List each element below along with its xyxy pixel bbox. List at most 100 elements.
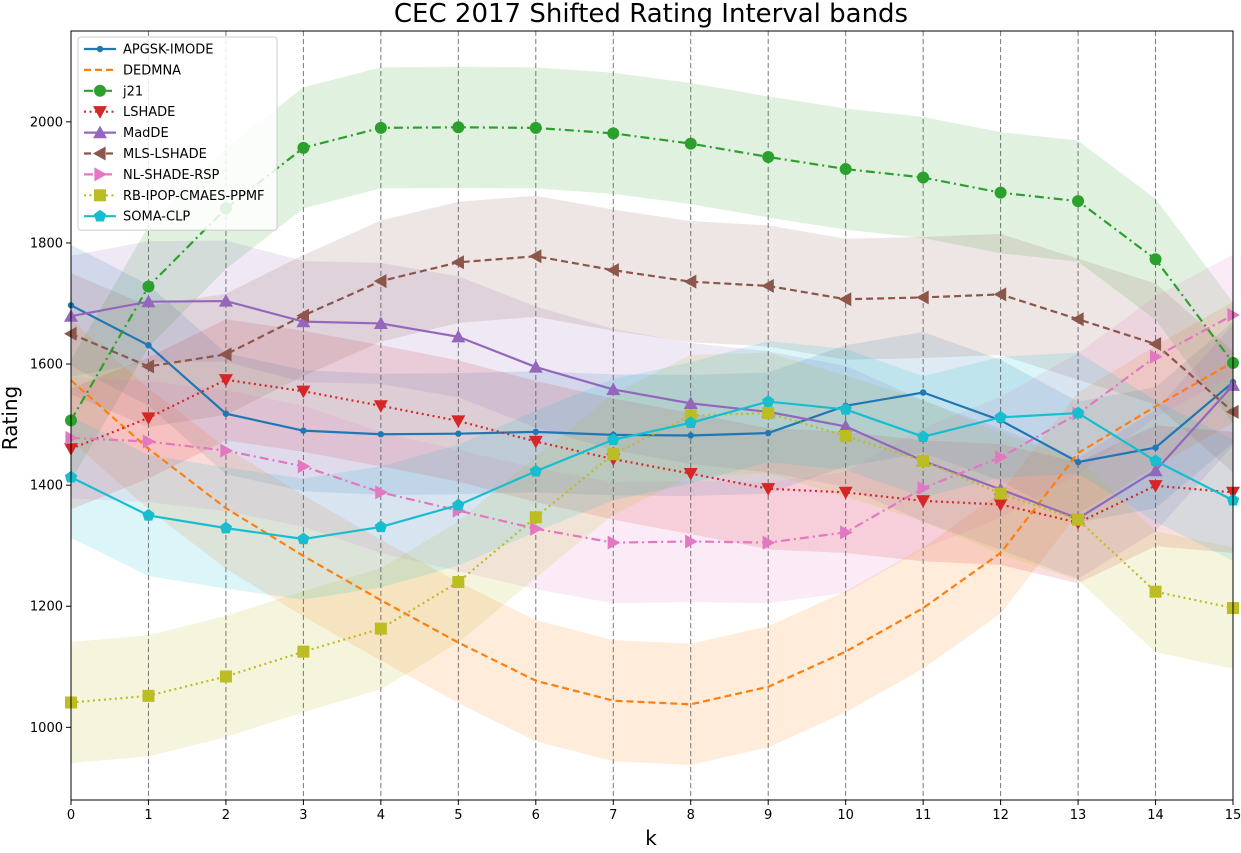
- point-nl-shade-rsp-7: [607, 535, 621, 550]
- y-tick-label-1800: 1800: [30, 236, 63, 251]
- x-tick-label-4: 4: [377, 808, 385, 823]
- point-madde-2: [218, 294, 233, 307]
- point-nl-shade-rsp-6: [530, 521, 543, 536]
- legend: APGSK-IMODE DEDMNA j21 LSHADE MadDE MLS-LSHAD…: [77, 36, 278, 231]
- legend-marker-rb-ipop-cmaes-ppmf: [94, 189, 106, 202]
- point-madde-4: [373, 316, 388, 330]
- point-madde-3: [296, 314, 311, 328]
- band-nl-shade-rsp: [71, 254, 1233, 604]
- legend-entry-rb-ipop-cmaes-ppmf: RB-IPOP-CMAES-PPMF: [84, 189, 265, 204]
- point-lshade-10: [838, 486, 853, 500]
- point-lshade-9: [761, 483, 776, 496]
- point-madde-10: [838, 419, 853, 432]
- interval-bands-layer: [71, 66, 1233, 765]
- point-rb-ipop-cmaes-ppmf-13: [1072, 513, 1085, 526]
- band-dedmna: [71, 301, 1233, 765]
- point-madde-6: [528, 360, 543, 373]
- point-rb-ipop-cmaes-ppmf-1: [142, 689, 155, 702]
- point-apgsk-imode-2: [222, 410, 230, 417]
- series-lines-layer: [71, 126, 1233, 706]
- legend-label-j21: j21: [122, 84, 143, 99]
- point-madde-5: [451, 329, 466, 343]
- line-lshade: [71, 378, 1233, 524]
- point-soma-clp-10: [839, 402, 852, 415]
- point-nl-shade-rsp-1: [142, 434, 156, 449]
- point-lshade-8: [683, 468, 698, 481]
- series-markers-layer: [64, 121, 1240, 709]
- band-apgsk-imode: [71, 244, 1233, 523]
- point-soma-clp-1: [142, 508, 155, 521]
- legend-label-dedmna: DEDMNA: [123, 63, 181, 78]
- point-j21-7: [607, 127, 620, 140]
- point-nl-shade-rsp-9: [762, 535, 776, 550]
- x-tick-label-1: 1: [144, 808, 152, 823]
- point-soma-clp-6: [529, 464, 542, 477]
- point-mls-lshade-13: [1071, 312, 1084, 327]
- point-rb-ipop-cmaes-ppmf-2: [219, 670, 232, 683]
- point-soma-clp-7: [607, 433, 620, 445]
- point-apgsk-imode-13: [1074, 458, 1082, 466]
- point-mls-lshade-2: [218, 347, 232, 362]
- point-apgsk-imode-3: [300, 427, 307, 434]
- legend-marker-mls-lshade: [93, 146, 106, 161]
- x-tick-label-14: 14: [1147, 808, 1164, 823]
- point-lshade-12: [993, 498, 1008, 512]
- y-tick-label-1200: 1200: [30, 600, 63, 615]
- legend-entry-dedmna: DEDMNA: [84, 63, 181, 78]
- point-mls-lshade-3: [296, 308, 309, 323]
- legend-marker-nl-shade-rsp: [94, 167, 107, 182]
- point-soma-clp-12: [994, 410, 1007, 423]
- x-tick-label-12: 12: [992, 808, 1009, 823]
- point-lshade-3: [296, 385, 311, 399]
- point-mls-lshade-4: [373, 274, 387, 289]
- point-j21-10: [839, 163, 852, 176]
- x-tick-label-15: 15: [1225, 808, 1241, 823]
- band-rb-ipop-cmaes-ppmf: [71, 352, 1233, 764]
- point-rb-ipop-cmaes-ppmf-4: [374, 622, 387, 635]
- point-rb-ipop-cmaes-ppmf-6: [529, 511, 542, 524]
- point-lshade-1: [141, 412, 156, 425]
- point-mls-lshade-6: [528, 249, 542, 264]
- point-apgsk-imode-5: [455, 430, 462, 437]
- point-lshade-2: [218, 374, 233, 387]
- point-j21-11: [917, 171, 930, 184]
- line-rb-ipop-cmaes-ppmf: [71, 411, 1233, 704]
- point-lshade-5: [451, 415, 466, 428]
- chart-title: CEC 2017 Shifted Rating Interval bands: [394, 0, 908, 29]
- x-tick-label-11: 11: [915, 808, 932, 823]
- point-rb-ipop-cmaes-ppmf-3: [297, 645, 310, 658]
- legend-entry-lshade: LSHADE: [84, 105, 175, 120]
- point-mls-lshade-1: [141, 359, 155, 374]
- legend-label-mls-lshade: MLS-LSHADE: [123, 147, 207, 162]
- legend-box: [77, 36, 278, 231]
- point-apgsk-imode-9: [765, 429, 772, 437]
- x-axis: 0 1 2 3 4 5 6 7 8 9 10 11 12 13 14 15: [67, 800, 1241, 823]
- band-lshade: [71, 319, 1233, 584]
- point-rb-ipop-cmaes-ppmf-5: [452, 576, 465, 589]
- point-mls-lshade-0: [64, 326, 77, 341]
- point-j21-5: [452, 121, 465, 134]
- point-mls-lshade-12: [993, 287, 1007, 302]
- legend-entry-madde: MadDE: [84, 125, 169, 141]
- point-mls-lshade-14: [1148, 337, 1162, 352]
- point-mls-lshade-5: [451, 255, 464, 270]
- point-madde-14: [1148, 463, 1163, 477]
- point-apgsk-imode-14: [1152, 444, 1159, 451]
- point-soma-clp-11: [916, 430, 930, 442]
- point-mls-lshade-11: [916, 290, 929, 305]
- legend-marker-soma-clp: [93, 209, 107, 222]
- x-tick-label-2: 2: [222, 808, 230, 823]
- point-apgsk-imode-8: [687, 432, 694, 439]
- legend-marker-apgsk-imode: [96, 45, 104, 53]
- point-nl-shade-rsp-2: [220, 443, 233, 458]
- point-j21-6: [529, 121, 542, 134]
- point-madde-1: [141, 294, 156, 308]
- point-apgsk-imode-4: [377, 431, 385, 438]
- point-j21-14: [1149, 253, 1162, 266]
- legend-marker-j21: [94, 84, 106, 97]
- point-j21-12: [994, 186, 1007, 199]
- point-lshade-6: [528, 435, 543, 449]
- legend-label-nl-shade-rsp: NL-SHADE-RSP: [123, 168, 220, 183]
